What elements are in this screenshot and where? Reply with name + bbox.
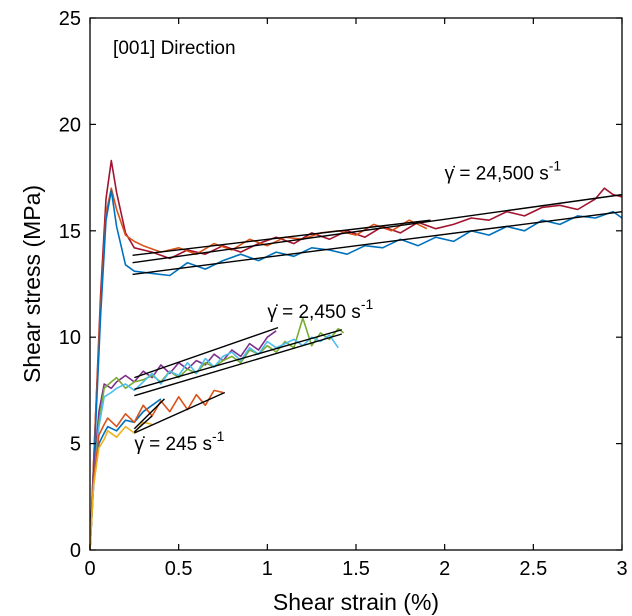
fit-line-3 — [134, 326, 279, 379]
annotation-1: γ̇ = 24,500 s-1 — [445, 158, 562, 185]
x-tick-label: 3 — [616, 558, 627, 580]
x-tick-label: 2 — [439, 558, 450, 580]
series-line-2 — [89, 189, 623, 551]
x-tick-label: 1.5 — [342, 558, 370, 580]
fit-line-0 — [132, 193, 623, 264]
series-line-1 — [89, 187, 428, 551]
y-tick-label: 15 — [59, 221, 81, 243]
fit-line-5 — [134, 333, 343, 397]
fit-line-1 — [132, 219, 431, 256]
series-line-3 — [89, 330, 277, 551]
plot-frame — [89, 17, 623, 551]
y-axis-title: Shear stress (MPa) — [19, 185, 45, 383]
annotation-0: [001] Direction — [113, 38, 236, 59]
fit-line-layer — [132, 193, 623, 434]
y-tick-label: 10 — [59, 327, 81, 349]
series-line-7 — [89, 389, 224, 551]
annotation-2: γ̇ = 2,450 s-1 — [267, 296, 373, 323]
series-line-6 — [89, 398, 162, 551]
fit-line-2 — [132, 210, 623, 276]
x-axis-title: Shear strain (%) — [273, 589, 439, 615]
series-line-0 — [89, 159, 623, 551]
x-tick-label: 0 — [84, 558, 95, 580]
y-tick-label: 5 — [70, 434, 81, 456]
x-tick-label: 2.5 — [519, 558, 547, 580]
x-tick-label: 1 — [262, 558, 273, 580]
tick-layer: 0 0.5 1 1.5 2 2.5 3 0 5 10 15 20 25 — [59, 8, 628, 580]
series-layer — [89, 159, 623, 551]
fit-line-4 — [134, 329, 343, 391]
x-tick-label: 0.5 — [165, 558, 193, 580]
annotation-3: γ̇ = 245 s-1 — [134, 428, 224, 455]
fit-line-7 — [134, 391, 226, 434]
series-line-4 — [89, 317, 345, 551]
y-tick-label: 20 — [59, 114, 81, 136]
fit-line-8 — [133, 415, 153, 433]
annotation-layer: [001] Direction γ̇ = 24,500 s-1 γ̇ = 2,450… — [113, 38, 561, 455]
y-tick-label: 25 — [59, 8, 81, 30]
y-tick-label: 0 — [70, 540, 81, 562]
fit-line-6 — [133, 398, 165, 430]
series-line-5 — [89, 334, 339, 551]
